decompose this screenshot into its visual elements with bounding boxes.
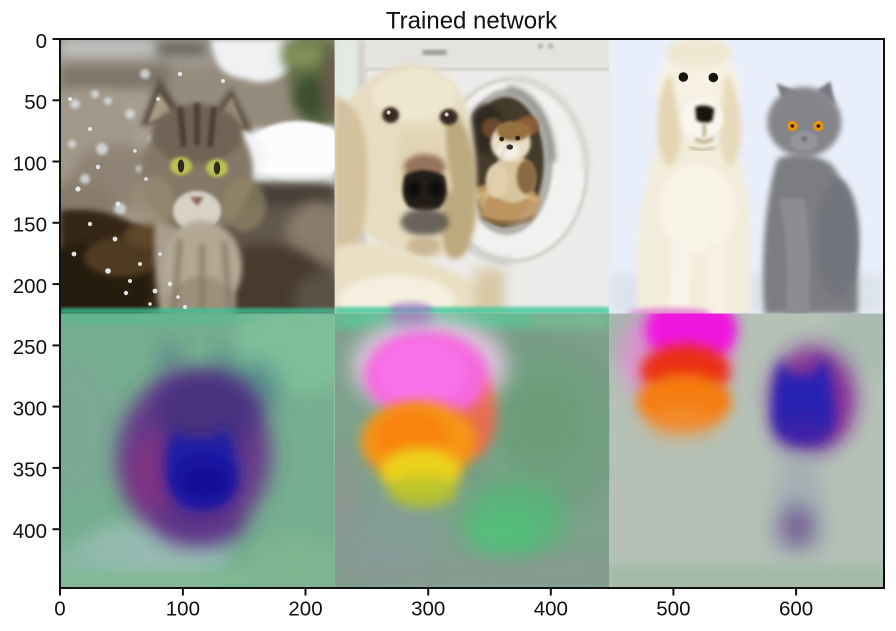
svg-text:300: 300	[13, 397, 47, 420]
svg-text:Trained network: Trained network	[386, 8, 558, 35]
svg-text:200: 200	[288, 598, 322, 621]
svg-text:500: 500	[656, 598, 690, 621]
svg-text:250: 250	[13, 336, 47, 359]
svg-text:150: 150	[13, 214, 47, 237]
svg-text:400: 400	[534, 598, 568, 621]
svg-text:50: 50	[24, 91, 47, 114]
svg-text:600: 600	[779, 598, 813, 621]
svg-text:350: 350	[13, 459, 47, 482]
svg-text:100: 100	[13, 152, 47, 175]
svg-text:400: 400	[13, 520, 47, 543]
svg-text:0: 0	[36, 30, 47, 53]
svg-text:100: 100	[166, 598, 200, 621]
svg-text:200: 200	[13, 275, 47, 298]
svg-text:300: 300	[411, 598, 445, 621]
svg-text:0: 0	[54, 598, 65, 621]
